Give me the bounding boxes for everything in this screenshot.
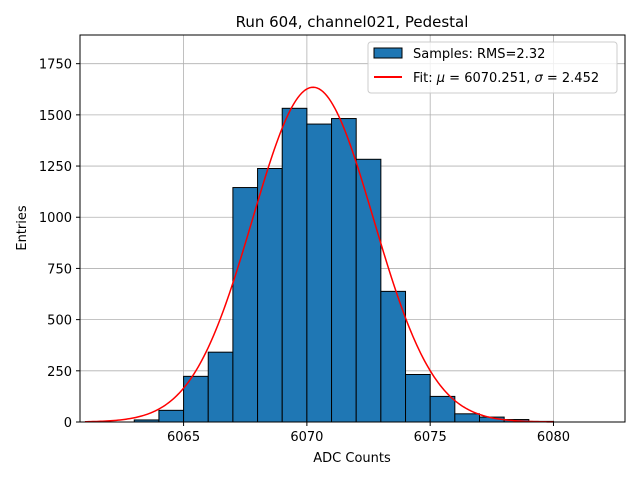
histogram-bar (380, 290, 407, 423)
legend-fit-label: Fit: μ = 6070.251, σ = 2.452 (413, 71, 599, 86)
histogram-bar (207, 351, 234, 423)
histogram-bar (454, 413, 481, 423)
x-tick-label: 6065 (167, 430, 200, 445)
gaussian-fit-curve (84, 86, 554, 423)
histogram-bar (429, 395, 456, 423)
histogram-bar (257, 168, 283, 423)
legend-samples-label: Samples: RMS=2.32 (413, 47, 545, 62)
y-tick-label: 1500 (39, 109, 72, 124)
x-axis-label: ADC Counts (313, 451, 391, 466)
y-axis-ticks: 0 250 500 750 1000 1250 1500 1750 (39, 58, 80, 431)
legend-fit-sigma-symbol: σ (535, 71, 544, 86)
x-tick-label: 6080 (537, 430, 570, 445)
legend-fit-mu-symbol: μ (436, 71, 445, 86)
legend-fit-prefix: Fit: (413, 71, 437, 86)
y-tick-label: 250 (47, 365, 72, 380)
histogram-bar (331, 118, 357, 423)
y-tick-label: 1250 (39, 160, 72, 175)
x-axis-ticks: 6065 6070 6075 6080 (167, 422, 570, 445)
plot-frame (79, 34, 626, 423)
histogram-bar (355, 158, 382, 423)
y-tick-label: 500 (47, 314, 72, 329)
legend-fit-sigma-value: = 2.452 (543, 71, 599, 86)
y-tick-label: 1000 (39, 211, 72, 226)
histogram-bar (281, 107, 308, 423)
y-axis-label: Entries (15, 205, 30, 251)
histogram-bar (405, 373, 431, 423)
histogram-bar (232, 187, 259, 423)
histogram-bar (158, 409, 185, 423)
y-tick-label: 750 (47, 262, 72, 277)
y-tick-label: 1750 (39, 58, 72, 73)
y-tick-label: 0 (64, 416, 72, 431)
legend-fit-mu-value: = 6070.251, (445, 71, 534, 86)
x-tick-label: 6070 (290, 430, 323, 445)
chart-title: Run 604, channel021, Pedestal (236, 13, 469, 31)
legend-bar-swatch (373, 47, 403, 59)
legend-box (367, 41, 618, 94)
legend: Samples: RMS=2.32 Fit: μ = 6070.251, σ =… (367, 41, 618, 94)
histogram-bar (306, 123, 333, 423)
histogram-bars (133, 107, 554, 423)
x-tick-label: 6075 (414, 430, 447, 445)
